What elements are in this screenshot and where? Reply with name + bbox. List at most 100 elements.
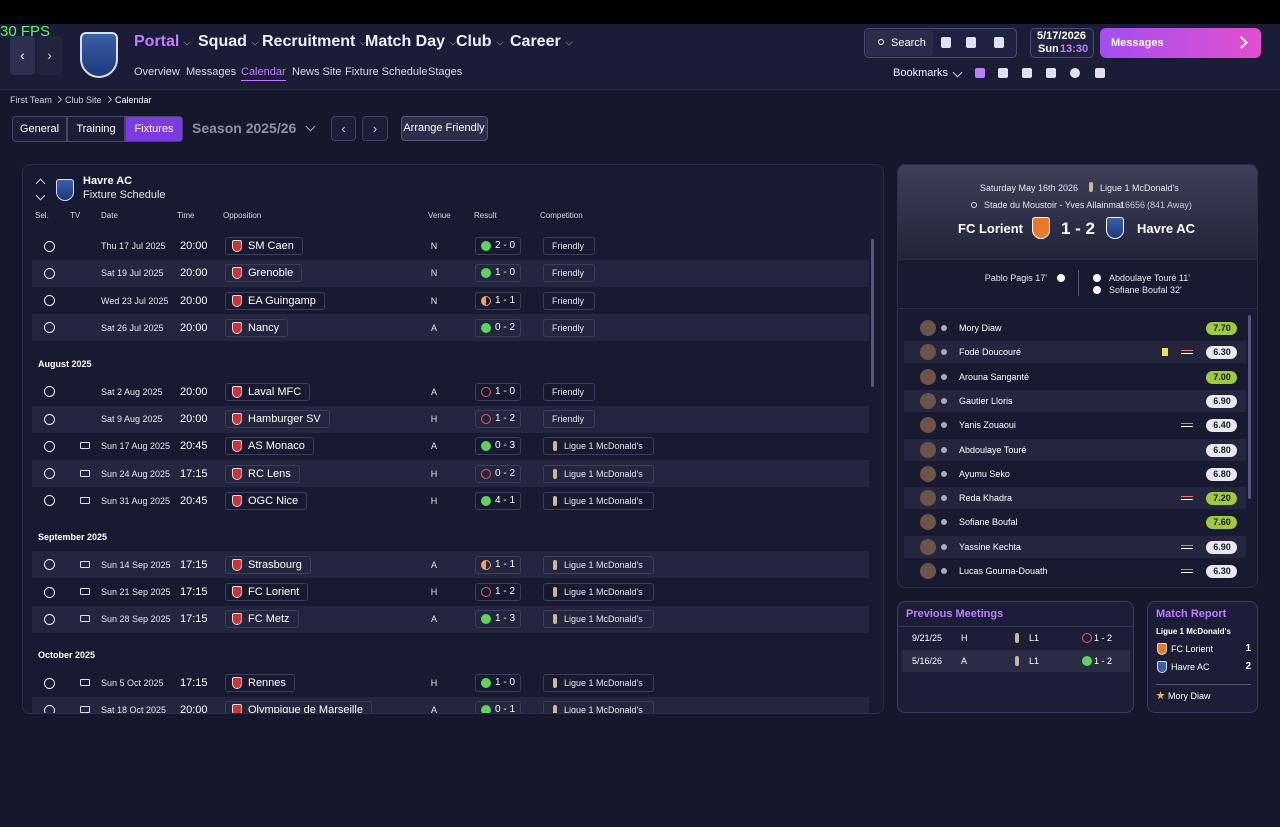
position-icon xyxy=(941,543,947,550)
match-report-panel: Match Report Ligue 1 McDonald's FC Lorient… xyxy=(1147,601,1258,713)
opponent-name: Grenoble xyxy=(248,267,294,280)
opponent-name: Hamburger SV xyxy=(248,413,321,425)
competition-icon xyxy=(553,705,557,713)
fixture-row[interactable] xyxy=(32,460,869,488)
match-panel: Saturday May 16th 2026 Ligue 1 McDonald's… xyxy=(897,164,1258,588)
toolbar-icon[interactable] xyxy=(966,37,976,48)
fps-counter: 30 FPS xyxy=(0,23,51,40)
opponent-box xyxy=(225,701,372,713)
fixture-result: 2 - 0 xyxy=(495,240,516,251)
sub-nav-item[interactable]: News Site xyxy=(292,66,342,78)
bookmark-icon[interactable] xyxy=(1095,68,1105,78)
competition-box xyxy=(543,410,595,428)
result-box xyxy=(475,610,521,629)
player-avatar xyxy=(920,490,936,507)
fixture-time: 17:15 xyxy=(180,613,208,626)
active-underline xyxy=(241,80,286,81)
away-scorer: Abdoulaye Touré 11' xyxy=(1109,273,1190,283)
select-radio xyxy=(43,440,55,452)
opponent-name: Rennes xyxy=(248,677,286,690)
opponent-box xyxy=(225,491,307,510)
season-selector[interactable]: Season 2025/26 xyxy=(192,120,297,136)
player-row[interactable] xyxy=(904,487,1246,510)
fixture-row[interactable] xyxy=(32,259,869,287)
back-button[interactable]: ‹ xyxy=(10,36,35,75)
competition-icon xyxy=(1015,656,1019,666)
club-crest xyxy=(232,321,242,334)
match-competition: Ligue 1 McDonald's xyxy=(1100,183,1179,193)
player-row[interactable] xyxy=(904,438,1246,461)
opponent-box xyxy=(225,555,311,574)
nav-item[interactable]: Portal xyxy=(134,33,180,50)
messages-button[interactable] xyxy=(1100,28,1261,58)
club-crest xyxy=(232,267,242,280)
player-name: Sofiane Boufal xyxy=(959,517,1018,528)
bookmark-icon[interactable] xyxy=(1022,68,1032,78)
fixture-row[interactable] xyxy=(32,314,869,342)
player-rating: 6.80 xyxy=(1213,468,1231,479)
breadcrumb-item[interactable]: First Team xyxy=(10,95,52,105)
messages-label[interactable]: Messages xyxy=(1111,37,1164,49)
player-row[interactable] xyxy=(904,389,1246,412)
bookmark-icon[interactable] xyxy=(1070,68,1080,78)
sub-nav-item[interactable]: Messages xyxy=(186,66,237,78)
breadcrumb-item[interactable]: Club Site xyxy=(65,95,102,105)
fixture-row[interactable] xyxy=(32,605,869,633)
nav-item[interactable]: Recruitment xyxy=(262,33,356,50)
nav-item[interactable]: Squad xyxy=(198,33,247,50)
search-label[interactable]: Search xyxy=(891,37,926,49)
nav-item[interactable]: Club xyxy=(456,33,492,50)
tab[interactable] xyxy=(125,116,183,142)
forward-button[interactable]: › xyxy=(37,36,62,75)
toolbar-icon[interactable] xyxy=(994,37,1004,48)
arrange-friendly-button[interactable] xyxy=(401,116,488,141)
opponent-name: Laval MFC xyxy=(248,385,302,398)
sub-nav-item[interactable]: Overview xyxy=(134,66,180,78)
match-date: Saturday May 16th 2026 xyxy=(979,183,1078,193)
player-name: Gautier Lloris xyxy=(959,395,1013,406)
sub-nav-item[interactable]: Stages xyxy=(428,66,463,78)
fixture-venue: H xyxy=(430,678,438,689)
next-season[interactable]: › xyxy=(362,116,388,141)
player-row[interactable] xyxy=(904,535,1246,558)
tab[interactable] xyxy=(67,116,125,142)
tv-icon xyxy=(80,706,90,713)
player-row[interactable] xyxy=(904,341,1246,364)
fixture-result: 4 - 1 xyxy=(495,494,516,506)
breadcrumb-item[interactable]: Calendar xyxy=(115,95,152,105)
bookmark-icon[interactable] xyxy=(998,68,1008,78)
opponent-box xyxy=(225,382,310,401)
tab[interactable] xyxy=(12,116,67,142)
club-crest xyxy=(232,586,242,598)
club-crest xyxy=(232,294,242,307)
fixture-venue: N xyxy=(430,295,438,306)
fixture-row[interactable] xyxy=(32,405,869,433)
bookmark-icon[interactable] xyxy=(1046,68,1056,78)
result-box xyxy=(475,674,521,693)
fixture-time: 20:00 xyxy=(180,294,208,307)
bookmarks[interactable]: Bookmarks xyxy=(893,67,949,79)
competition-box xyxy=(543,701,654,713)
prev-season[interactable]: ‹ xyxy=(331,116,356,141)
fixture-time: 20:45 xyxy=(180,440,208,453)
search-button[interactable] xyxy=(866,30,933,56)
goal-icon xyxy=(1057,274,1065,282)
sub-nav-item[interactable]: Calendar xyxy=(241,66,286,78)
club-crest xyxy=(232,467,242,480)
opponent-name: Nancy xyxy=(248,321,280,334)
collapse-icons xyxy=(35,178,46,189)
fixture-date: Sun 5 Oct 2025 xyxy=(101,678,164,689)
date-box xyxy=(1030,28,1094,58)
select-radio xyxy=(43,386,55,398)
player-rating: 7.60 xyxy=(1213,517,1231,528)
nav-item[interactable]: Match Day xyxy=(365,33,446,50)
toolbar-icon[interactable] xyxy=(941,37,951,48)
bookmark-icon[interactable] xyxy=(975,68,985,78)
fixture-venue: A xyxy=(430,386,437,397)
club-crest xyxy=(1157,643,1167,655)
fixture-row[interactable] xyxy=(32,551,869,579)
goal-icon xyxy=(1093,274,1101,282)
player-avatar xyxy=(920,320,936,336)
sub-nav-item[interactable]: Fixture Schedule xyxy=(345,66,428,78)
nav-item[interactable]: Career xyxy=(510,33,561,50)
